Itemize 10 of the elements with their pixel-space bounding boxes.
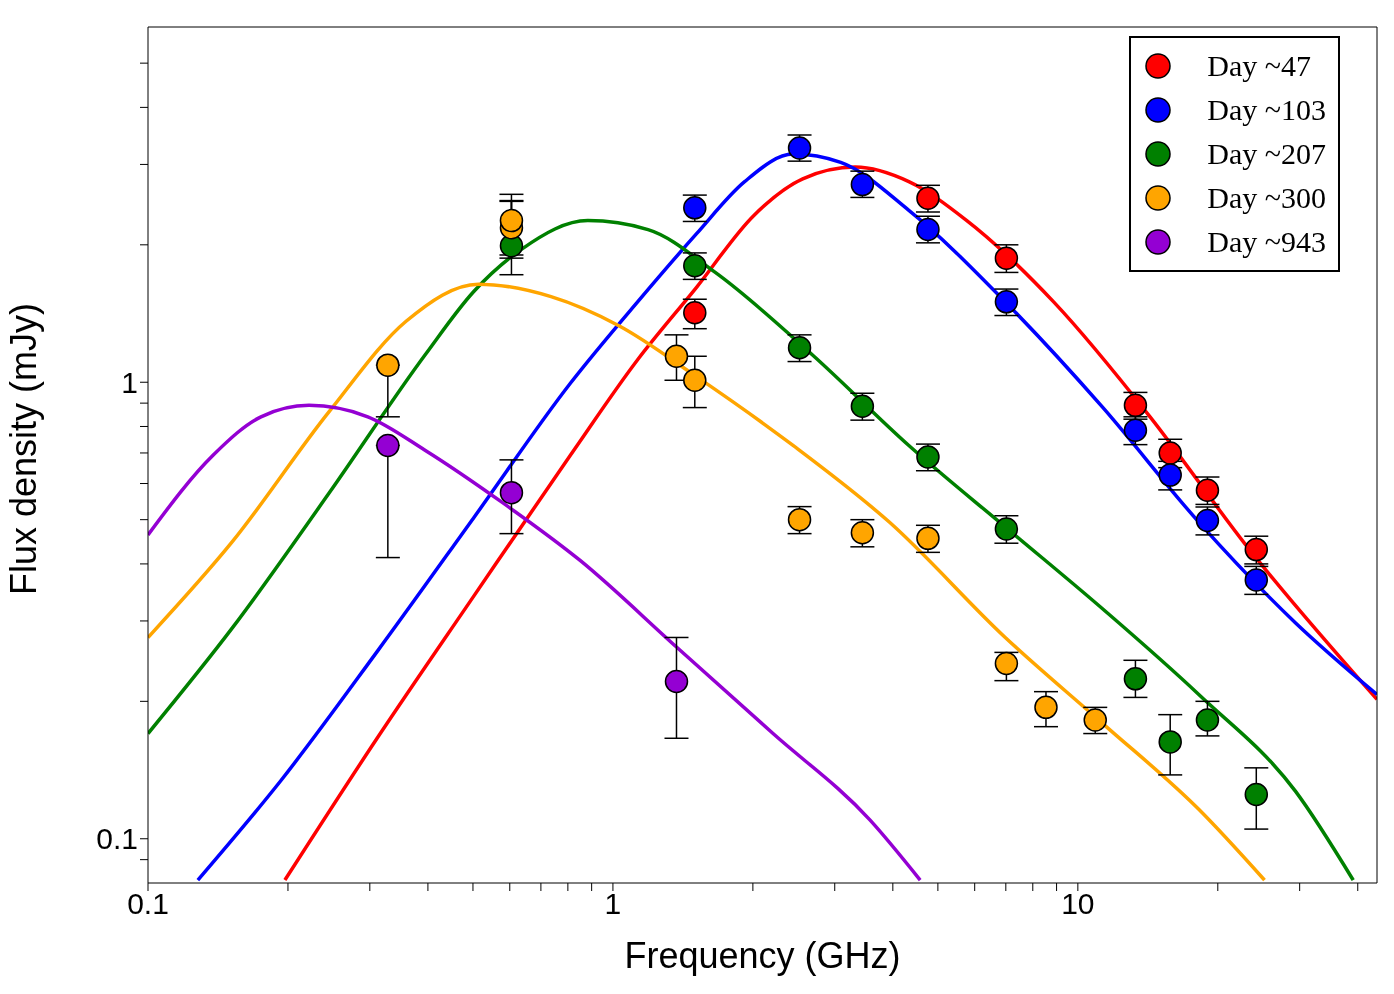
legend-label: Day ~943 [1207,224,1326,260]
x-tick-label: 0.1 [127,887,169,921]
legend-label: Day ~207 [1207,136,1326,172]
legend-label: Day ~300 [1207,180,1326,216]
legend-label: Day ~47 [1207,48,1311,84]
y-axis-title: Flux density (mJy) [2,302,44,595]
x-axis-title: Frequency (GHz) [624,935,901,976]
x-tick-label: 1 [604,887,622,921]
x-tick-label: 10 [1061,887,1095,921]
legend-label: Day ~103 [1207,92,1326,128]
